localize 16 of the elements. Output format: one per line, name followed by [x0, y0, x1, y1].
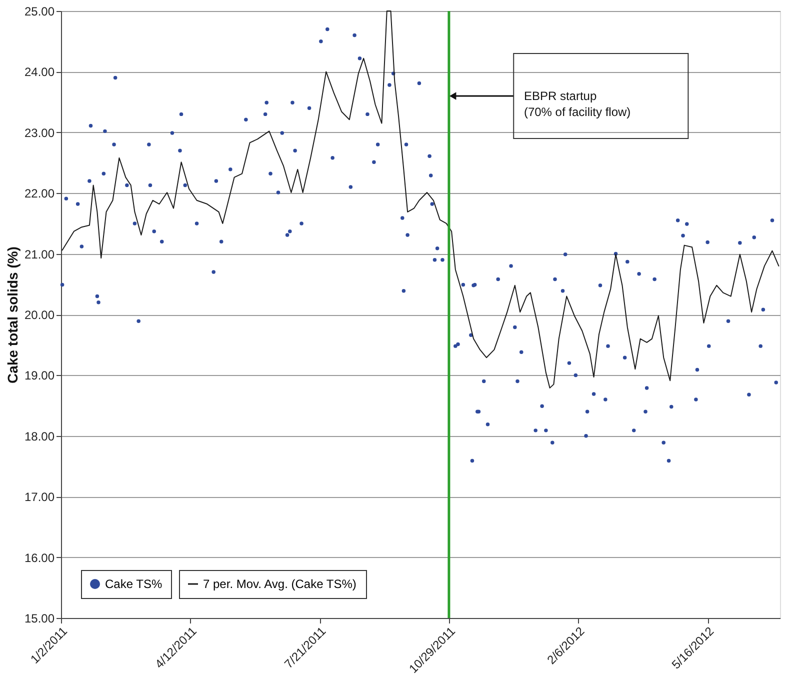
y-axis-title: Cake total solids (%)	[4, 246, 20, 384]
annotation: EBPR startup (70% of facility flow)	[524, 88, 631, 119]
y-tick-label: 16.00	[24, 550, 55, 565]
y-tick-label: 15.00	[24, 612, 55, 626]
legend-label: 7 per. Mov. Avg. (Cake TS%)	[203, 577, 356, 591]
y-tick-label: 23.00	[24, 126, 55, 140]
y-tick-label: 25.00	[24, 4, 55, 18]
y-tick-label: 20.00	[24, 308, 55, 322]
y-tick-label: 24.00	[24, 65, 55, 80]
y-tick-label: 21.00	[24, 247, 55, 262]
y-tick-label: 22.00	[24, 186, 55, 201]
y-tick-label: 18.00	[24, 429, 55, 444]
line-series	[62, 10, 780, 388]
y-tick-label: 17.00	[24, 490, 55, 504]
y-tick-label: 19.00	[24, 368, 55, 383]
legend-label: Cake TS%	[105, 577, 162, 591]
